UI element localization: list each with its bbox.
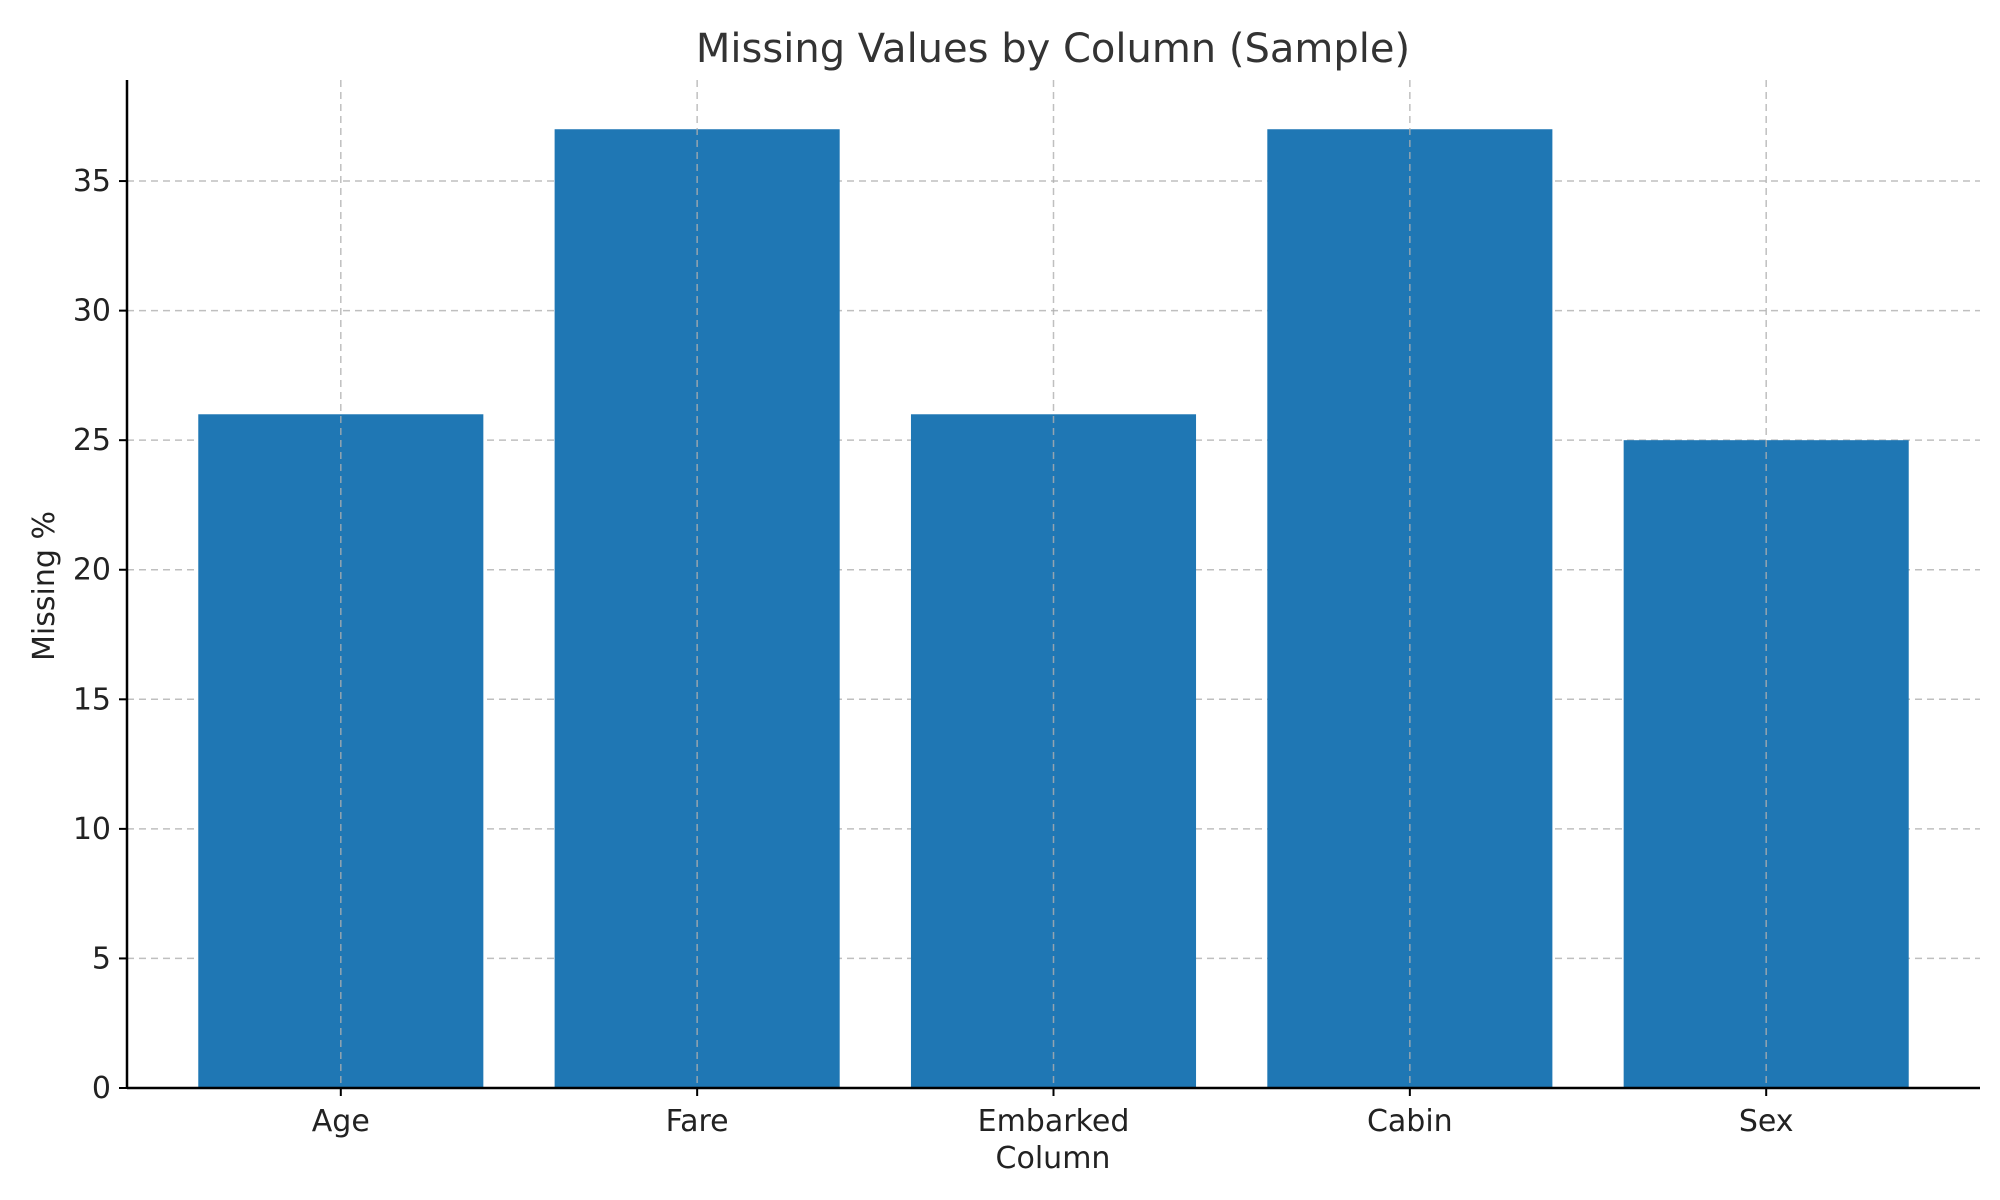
y-axis-label: Missing % <box>27 511 62 661</box>
x-tick-label: Sex <box>1739 1104 1794 1139</box>
y-tick-label: 30 <box>73 294 111 329</box>
y-tick-label: 10 <box>73 812 111 847</box>
bars <box>198 80 1909 1089</box>
x-tick-label: Age <box>312 1104 370 1139</box>
x-tick-label: Fare <box>666 1104 729 1139</box>
y-tick-label: 5 <box>92 941 111 976</box>
x-axis-label: Column <box>996 1141 1111 1176</box>
ticks: 0 5 10 15 20 25 30 35 Age Fare Embarked Cabin Sex <box>73 164 1794 1139</box>
x-tick-label: Embarked <box>978 1104 1130 1139</box>
y-tick-label: 0 <box>92 1071 111 1106</box>
x-tick-label: Cabin <box>1367 1104 1453 1139</box>
y-tick-label: 15 <box>73 682 111 717</box>
y-tick-label: 25 <box>73 423 111 458</box>
chart-title: Missing Values by Column (Sample) <box>696 26 1410 72</box>
y-tick-label: 20 <box>73 553 111 588</box>
y-tick-label: 35 <box>73 164 111 199</box>
